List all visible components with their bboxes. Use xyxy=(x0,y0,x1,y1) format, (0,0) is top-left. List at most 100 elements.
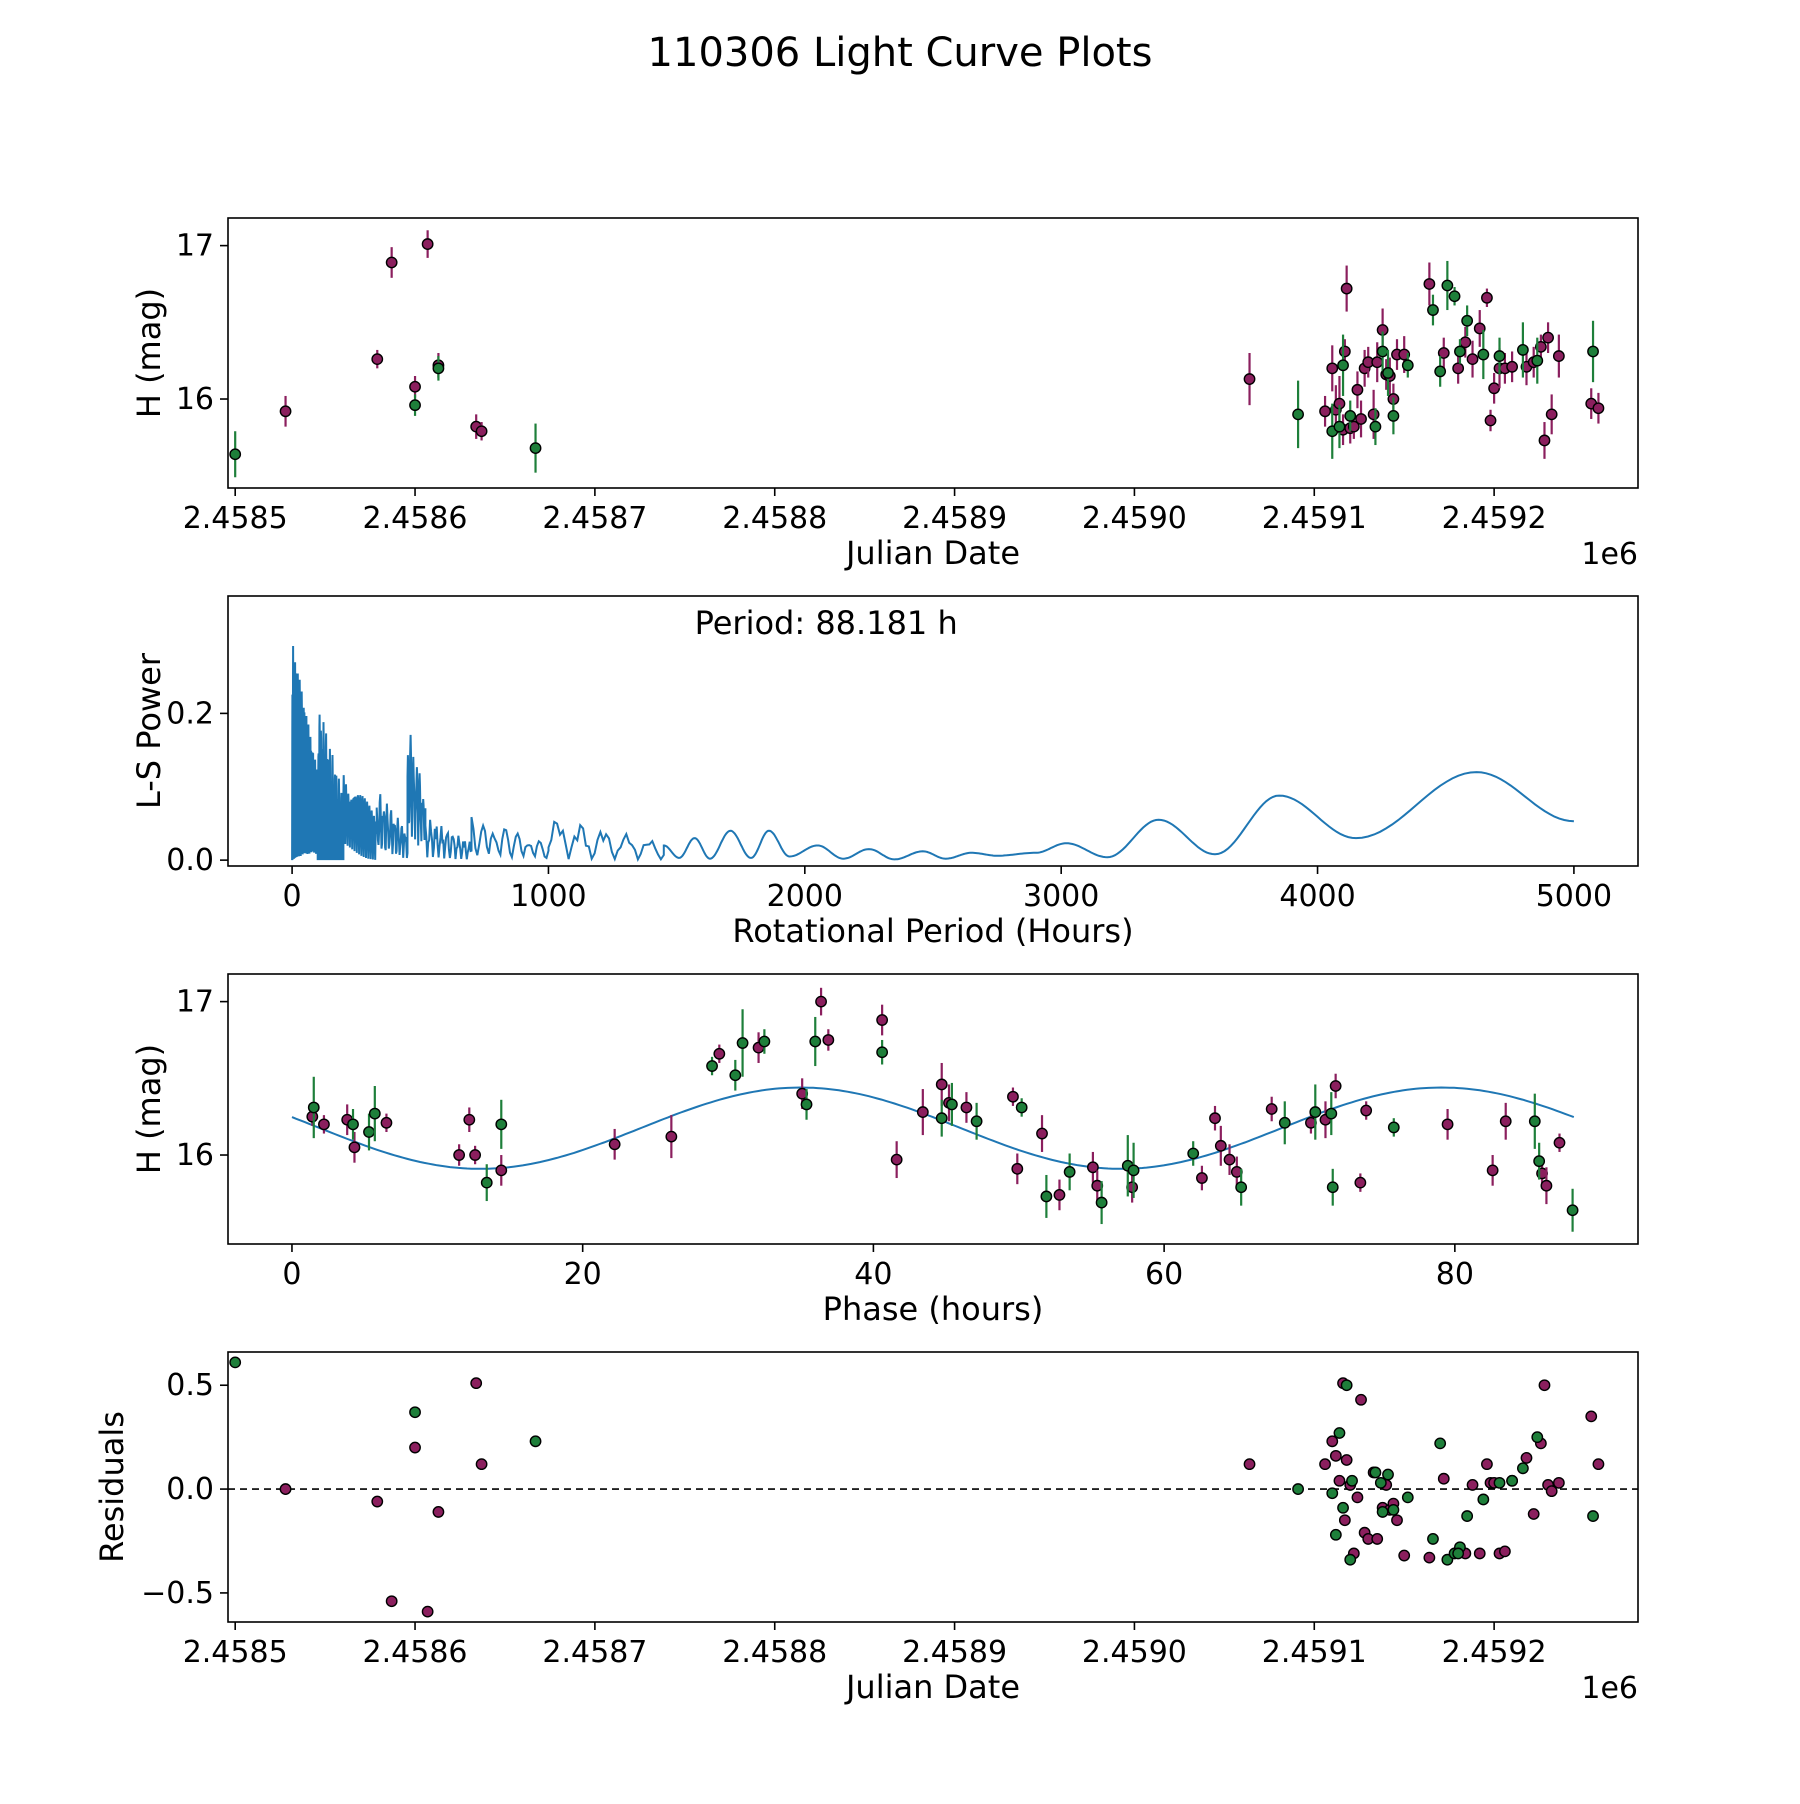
data-point xyxy=(1542,331,1554,344)
data-point xyxy=(935,1078,948,1091)
data-point xyxy=(729,1069,742,1082)
y-axis-label: L-S Power xyxy=(130,652,168,809)
data-point xyxy=(385,1595,398,1608)
periodogram-panel: 0 1000 2000 3000 4000 5000 0.0 0.2 Rotational Pe… xyxy=(130,595,1639,950)
data-point xyxy=(1387,409,1400,422)
data-point xyxy=(1333,1474,1346,1487)
x-tick-label: 2.4589 xyxy=(902,501,1007,536)
data-point xyxy=(1423,278,1436,290)
data-point xyxy=(1527,1508,1540,1520)
data-point xyxy=(1329,1080,1342,1092)
data-point xyxy=(1360,1104,1373,1117)
data-point xyxy=(1243,373,1256,385)
data-point xyxy=(1338,1514,1351,1527)
data-point xyxy=(529,442,542,455)
data-point xyxy=(363,1126,375,1138)
data-point xyxy=(371,353,384,366)
x-tick-label: 2.4587 xyxy=(542,1635,647,1670)
x-tick-label: 2.4592 xyxy=(1442,501,1547,536)
figure-title: 110306 Light Curve Plots xyxy=(648,30,1153,76)
residuals-panel: 2.4585 2.4586 2.4587 2.4588 2.4589 2.4590 2.45… xyxy=(93,1351,1639,1706)
data-point xyxy=(1369,1466,1382,1479)
data-point xyxy=(1398,1549,1411,1562)
data-point xyxy=(1437,1472,1450,1485)
x-tick-label: 2.4586 xyxy=(363,501,468,536)
data-point xyxy=(1351,383,1364,396)
x-tick-label: 2.4591 xyxy=(1262,501,1367,536)
x-tick-label: 2.4585 xyxy=(183,1635,288,1670)
data-point xyxy=(1486,1164,1499,1177)
data-point xyxy=(371,1495,384,1508)
data-point xyxy=(1374,1476,1387,1489)
y-tick-label: 17 xyxy=(176,229,214,264)
x-tick-label: 1000 xyxy=(510,879,586,914)
data-point xyxy=(1452,362,1465,375)
data-point xyxy=(1209,1112,1221,1125)
x-tick-label: 2.4588 xyxy=(722,1635,827,1670)
data-point xyxy=(935,1112,948,1125)
data-point xyxy=(1053,1189,1066,1201)
data-point xyxy=(1387,1503,1400,1516)
data-point xyxy=(960,1101,973,1114)
x-tick-label: 40 xyxy=(854,1257,892,1292)
data-point xyxy=(1493,1476,1506,1489)
y-tick-label: 16 xyxy=(176,382,214,417)
data-point xyxy=(1506,360,1519,373)
data-point xyxy=(1382,1468,1394,1481)
data-point xyxy=(421,238,434,250)
data-point xyxy=(1337,1501,1349,1514)
x-tick-label: 3000 xyxy=(1023,879,1099,914)
data-point xyxy=(1371,356,1384,369)
data-point xyxy=(1401,359,1414,372)
data-point xyxy=(1351,1491,1364,1504)
x-tick-label: 4000 xyxy=(1279,879,1355,914)
data-point xyxy=(229,1356,242,1369)
data-point xyxy=(279,1483,292,1495)
x-tick-label: 2.4591 xyxy=(1262,1635,1367,1670)
data-point xyxy=(469,1149,482,1161)
data-point xyxy=(1063,1165,1076,1178)
data-point xyxy=(1292,408,1304,421)
data-point xyxy=(1340,282,1353,295)
data-point xyxy=(1587,345,1599,358)
data-point xyxy=(1437,347,1450,359)
data-point xyxy=(1371,1533,1384,1545)
data-point xyxy=(1520,1452,1533,1464)
plot-frame xyxy=(227,1351,1639,1623)
data-point xyxy=(1531,1431,1544,1444)
data-point xyxy=(1382,367,1394,379)
data-point xyxy=(1344,409,1357,422)
data-point xyxy=(1214,1139,1227,1152)
data-point xyxy=(1484,414,1497,427)
data-point xyxy=(1493,350,1506,362)
data-point xyxy=(1481,1458,1493,1471)
data-point xyxy=(495,1118,508,1131)
y-tick-label: 16 xyxy=(176,1138,214,1173)
data-point xyxy=(1427,304,1439,316)
data-point xyxy=(665,1130,678,1143)
data-point xyxy=(1329,1449,1342,1462)
data-point xyxy=(1423,1551,1436,1564)
data-point xyxy=(495,1164,508,1177)
data-point xyxy=(1329,1528,1342,1541)
data-point xyxy=(1354,1176,1367,1189)
data-point xyxy=(1401,1491,1414,1504)
data-point xyxy=(480,1176,493,1189)
data-point xyxy=(475,425,488,438)
plot-frame xyxy=(227,973,1639,1245)
data-point xyxy=(1466,353,1479,366)
data-point xyxy=(1441,279,1454,292)
data-point xyxy=(1481,291,1493,304)
data-point xyxy=(347,1118,359,1131)
data-point xyxy=(1506,1474,1519,1487)
data-point xyxy=(1454,345,1466,358)
x-tick-label: 2.4585 xyxy=(183,501,288,536)
phase-folded-panel: 0 20 40 60 80 16 17 Phase (hours) H (mag) xyxy=(130,973,1639,1328)
data-point xyxy=(1086,1161,1099,1174)
data-point xyxy=(409,399,421,412)
data-point xyxy=(1434,1437,1447,1450)
data-point xyxy=(1387,1121,1400,1134)
data-point xyxy=(945,1098,958,1111)
